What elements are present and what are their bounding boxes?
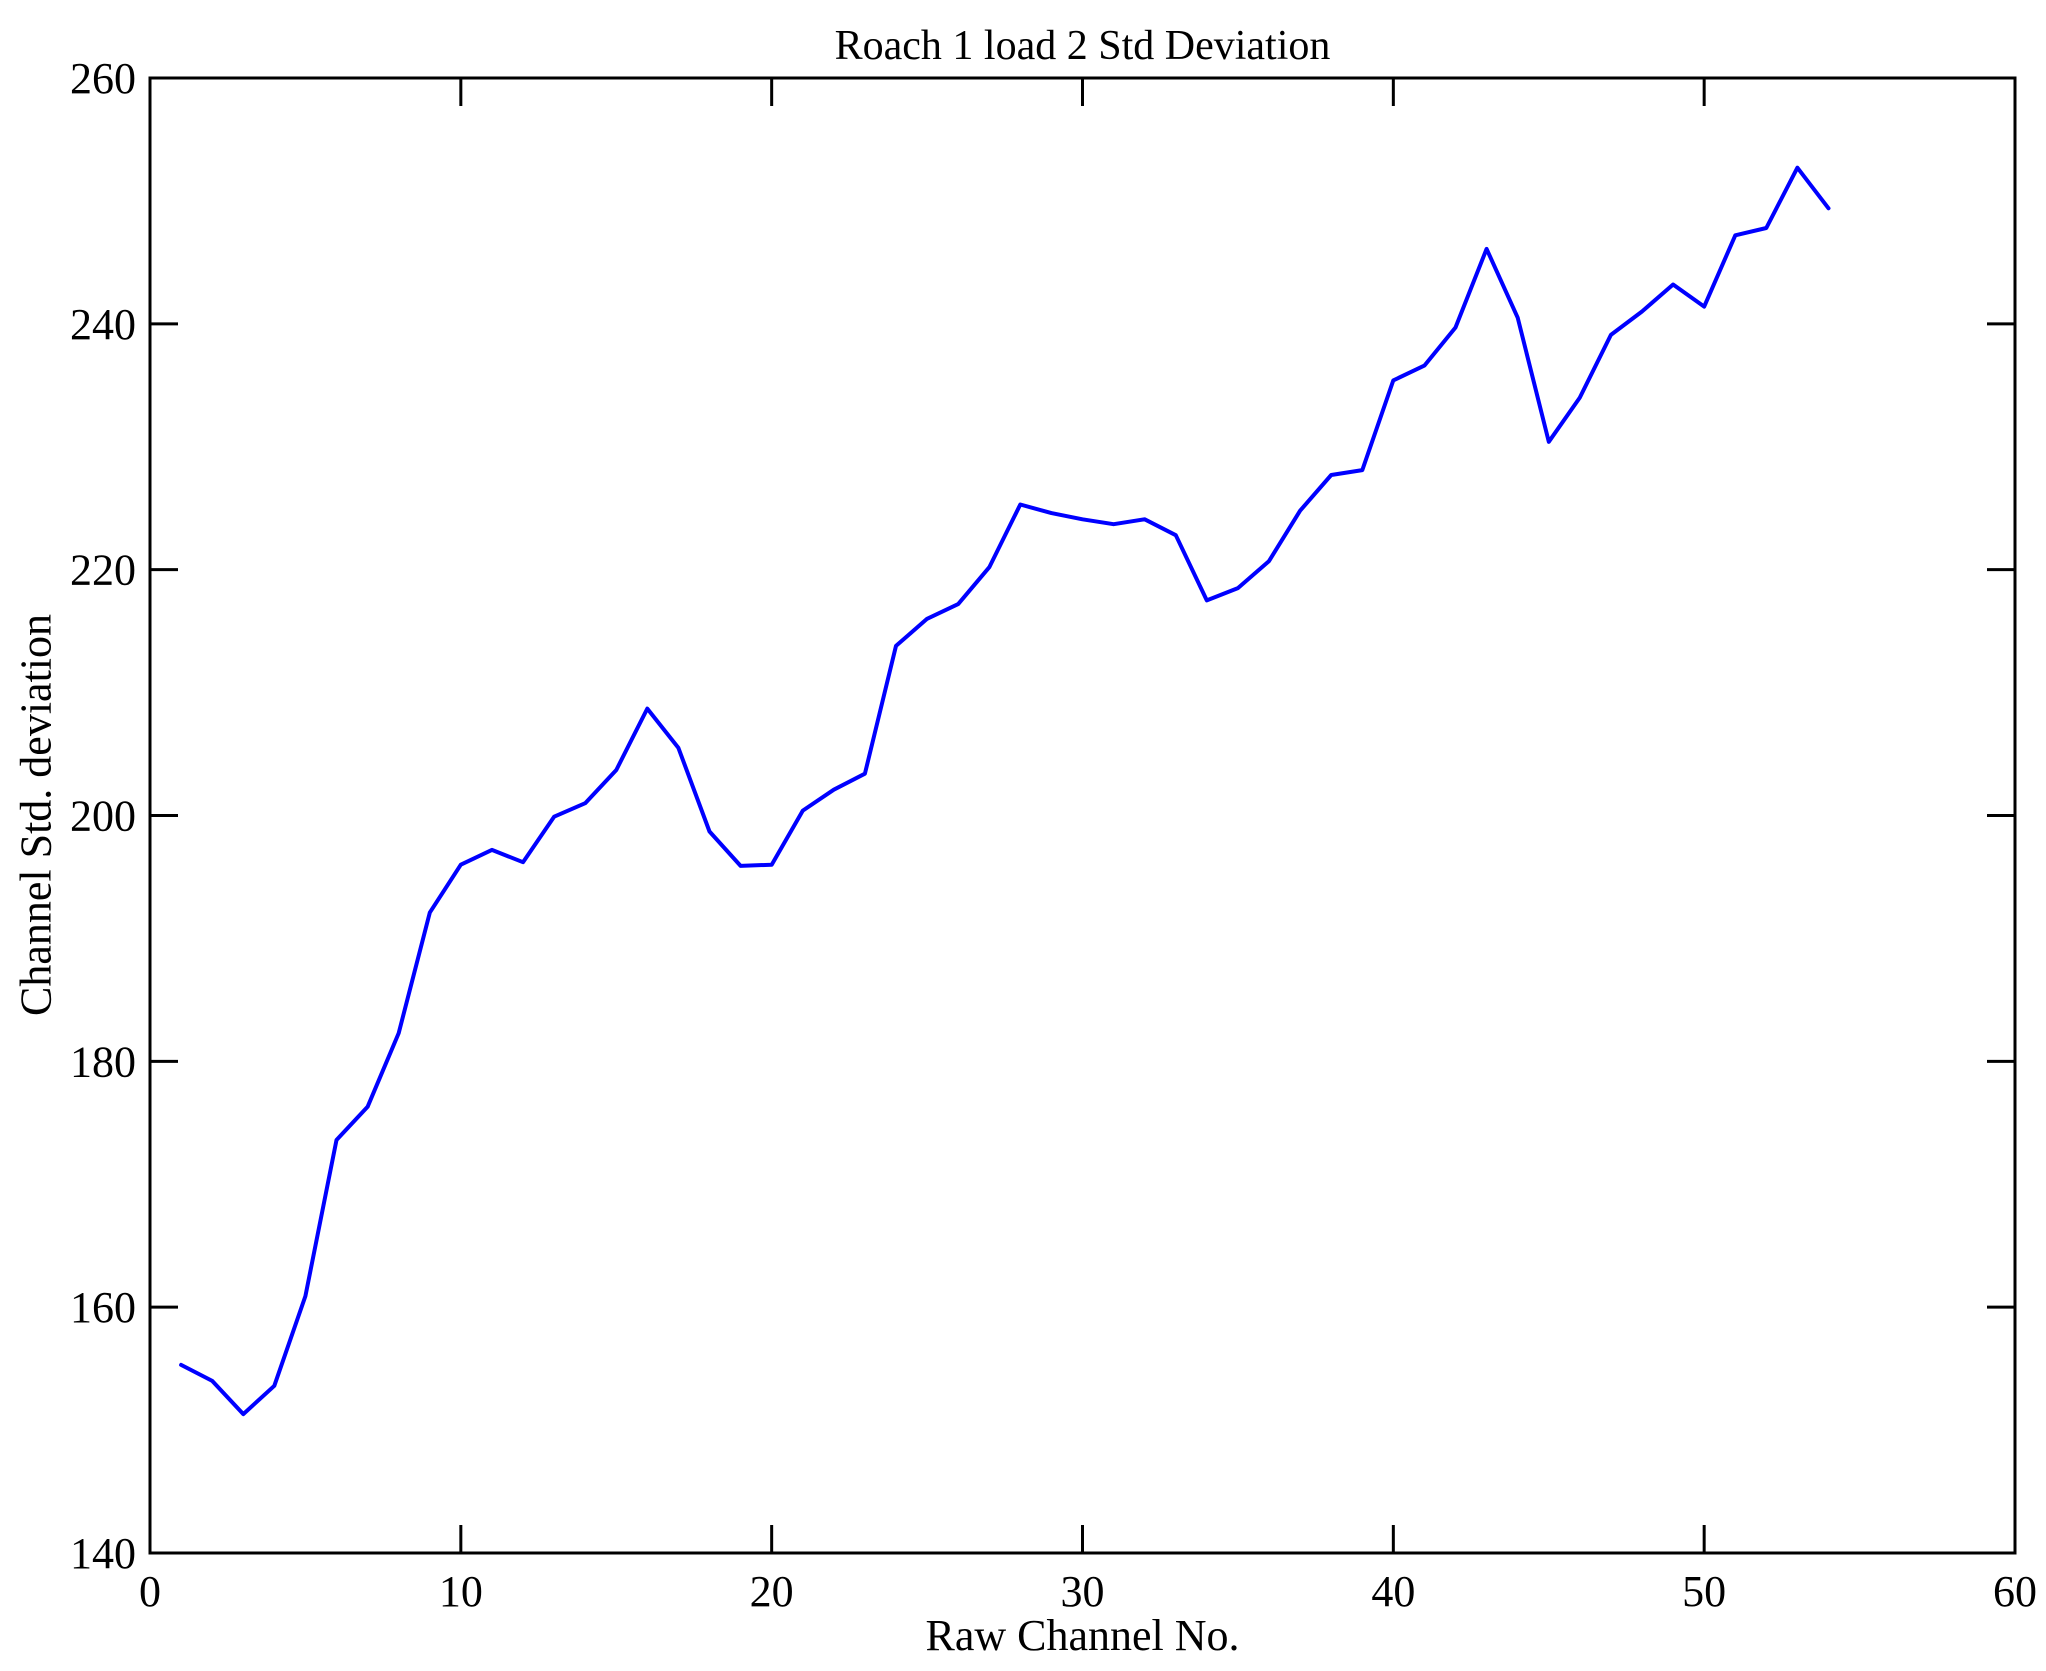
y-tick-label: 240 [70, 300, 136, 349]
x-tick-label: 60 [1993, 1567, 2037, 1616]
y-tick-label: 140 [70, 1529, 136, 1578]
data-series [179, 165, 1831, 1417]
x-tick-label: 50 [1682, 1567, 1726, 1616]
y-tick-label: 220 [70, 546, 136, 595]
x-tick-label: 0 [139, 1567, 161, 1616]
axis-tick-labels: 0 10 20 30 40 50 60 140 160 180 200 220 240 260 [70, 54, 2037, 1616]
axis-ticks [148, 76, 2017, 1555]
data-line-channel-std-deviation [179, 165, 1831, 1417]
y-tick-label: 180 [70, 1037, 136, 1086]
chart-title: Roach 1 load 2 Std Deviation [834, 23, 1331, 69]
y-tick-label: 260 [70, 54, 136, 103]
y-tick-label: 160 [70, 1283, 136, 1332]
x-axis-label: Raw Channel No. [925, 1611, 1240, 1660]
y-tick-label: 200 [70, 792, 136, 841]
x-tick-label: 20 [750, 1567, 794, 1616]
x-tick-label: 10 [439, 1567, 483, 1616]
y-axis-label: Channel Std. deviation [11, 613, 61, 1017]
x-tick-label: 40 [1371, 1567, 1415, 1616]
plot-area [148, 76, 2017, 1555]
x-tick-label: 30 [1061, 1567, 1105, 1616]
